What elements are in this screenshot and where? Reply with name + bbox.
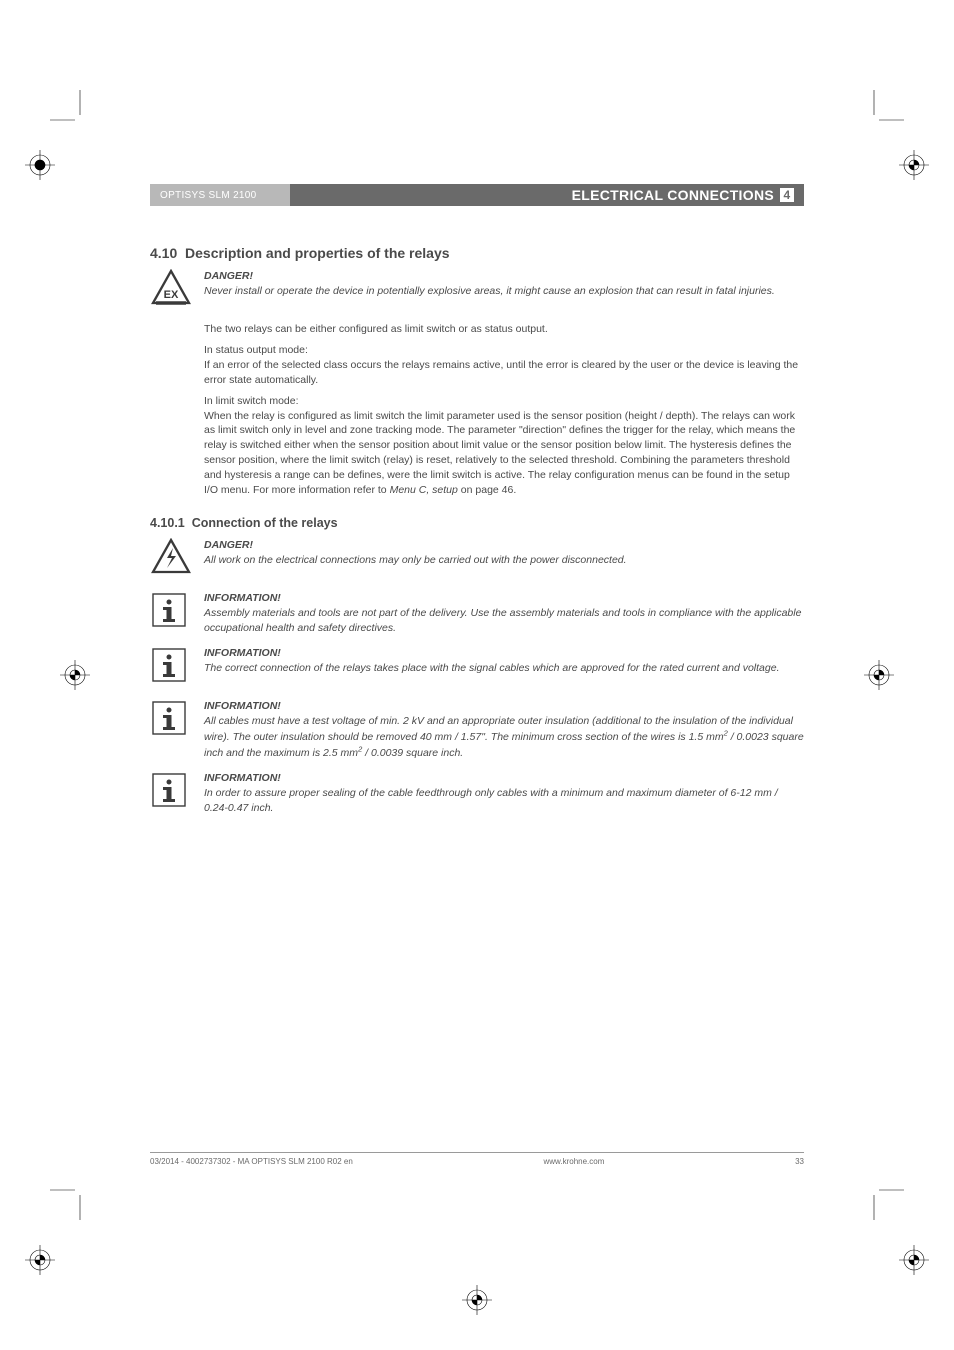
header-band: OPTISYS SLM 2100 ELECTRICAL CONNECTIONS … [150, 184, 804, 206]
footer-center: www.krohne.com [543, 1157, 604, 1166]
info-4-label: INFORMATION! [204, 772, 281, 784]
header-chapter: ELECTRICAL CONNECTIONS 4 [290, 184, 804, 206]
info-4-body: In order to assure proper sealing of the… [204, 787, 778, 814]
info-3-label: INFORMATION! [204, 700, 281, 712]
info-2-body: The correct connection of the relays tak… [204, 662, 780, 674]
crop-mark-br [844, 1160, 904, 1220]
info-icon [150, 771, 204, 816]
svg-text:EX: EX [164, 289, 179, 301]
info-4-text: INFORMATION! In order to assure proper s… [204, 771, 804, 816]
header-chapter-number: 4 [780, 188, 794, 202]
footer-right: 33 [795, 1157, 804, 1166]
info-1-body: Assembly materials and tools are not par… [204, 607, 801, 634]
para-2: In status output mode: If an error of th… [204, 343, 804, 388]
section-heading: 4.10 Description and properties of the r… [150, 245, 804, 261]
footer: 03/2014 - 4002737302 - MA OPTISYS SLM 21… [150, 1152, 804, 1166]
info-icon [150, 591, 204, 636]
para-3a: In limit switch mode: [204, 395, 299, 407]
para-3b-ref: Menu C, setup [390, 484, 458, 496]
reg-mark-tr [899, 150, 929, 180]
reg-mark-left [60, 660, 90, 690]
para-3b-2: on page 46. [458, 484, 516, 496]
info-3-pre: All cables must have a test voltage of m… [204, 715, 793, 743]
content-area: 4.10 Description and properties of the r… [150, 245, 804, 1150]
danger-block-2: DANGER! All work on the electrical conne… [150, 538, 804, 581]
reg-mark-br [899, 1245, 929, 1275]
header-product-text: OPTISYS SLM 2100 [160, 190, 257, 201]
reg-mark-bl [25, 1245, 55, 1275]
danger-1-body: Never install or operate the device in p… [204, 285, 775, 297]
header-chapter-title: ELECTRICAL CONNECTIONS [572, 187, 774, 203]
danger-1-text: DANGER! Never install or operate the dev… [204, 269, 804, 312]
subsection-heading: 4.10.1 Connection of the relays [150, 516, 804, 530]
info-block-1: INFORMATION! Assembly materials and tool… [150, 591, 804, 636]
danger-2-label: DANGER! [204, 539, 253, 551]
section-number: 4.10 [150, 245, 177, 261]
para-1: The two relays can be either configured … [204, 322, 804, 337]
danger-shock-icon [150, 538, 204, 581]
para-2a: In status output mode: [204, 344, 308, 356]
info-icon [150, 699, 204, 762]
para-3: In limit switch mode: When the relay is … [204, 394, 804, 498]
info-block-2: INFORMATION! The correct connection of t… [150, 646, 804, 689]
info-icon [150, 646, 204, 689]
crop-mark-tl [50, 90, 110, 150]
subsection-title: Connection of the relays [192, 516, 338, 530]
danger-ex-icon: EX [150, 269, 204, 312]
page: OPTISYS SLM 2100 ELECTRICAL CONNECTIONS … [0, 0, 954, 1350]
crop-mark-tr [844, 90, 904, 150]
danger-2-text: DANGER! All work on the electrical conne… [204, 538, 804, 581]
info-1-label: INFORMATION! [204, 592, 281, 604]
info-block-3: INFORMATION! All cables must have a test… [150, 699, 804, 762]
header-product: OPTISYS SLM 2100 [150, 184, 290, 206]
subsection-number: 4.10.1 [150, 516, 185, 530]
para-2b: If an error of the selected class occurs… [204, 359, 798, 386]
reg-mark-tl [25, 150, 55, 180]
info-2-text: INFORMATION! The correct connection of t… [204, 646, 804, 689]
danger-1-label: DANGER! [204, 270, 253, 282]
crop-mark-bl [50, 1160, 110, 1220]
info-3-text: INFORMATION! All cables must have a test… [204, 699, 804, 762]
info-2-label: INFORMATION! [204, 647, 281, 659]
info-1-text: INFORMATION! Assembly materials and tool… [204, 591, 804, 636]
reg-mark-right [864, 660, 894, 690]
reg-mark-bottom [462, 1285, 492, 1315]
danger-block-1: EX DANGER! Never install or operate the … [150, 269, 804, 312]
footer-left: 03/2014 - 4002737302 - MA OPTISYS SLM 21… [150, 1157, 353, 1166]
danger-2-body: All work on the electrical connections m… [204, 554, 627, 566]
info-block-4: INFORMATION! In order to assure proper s… [150, 771, 804, 816]
section-title: Description and properties of the relays [185, 245, 450, 261]
info-3-post: / 0.0039 square inch. [362, 747, 463, 759]
